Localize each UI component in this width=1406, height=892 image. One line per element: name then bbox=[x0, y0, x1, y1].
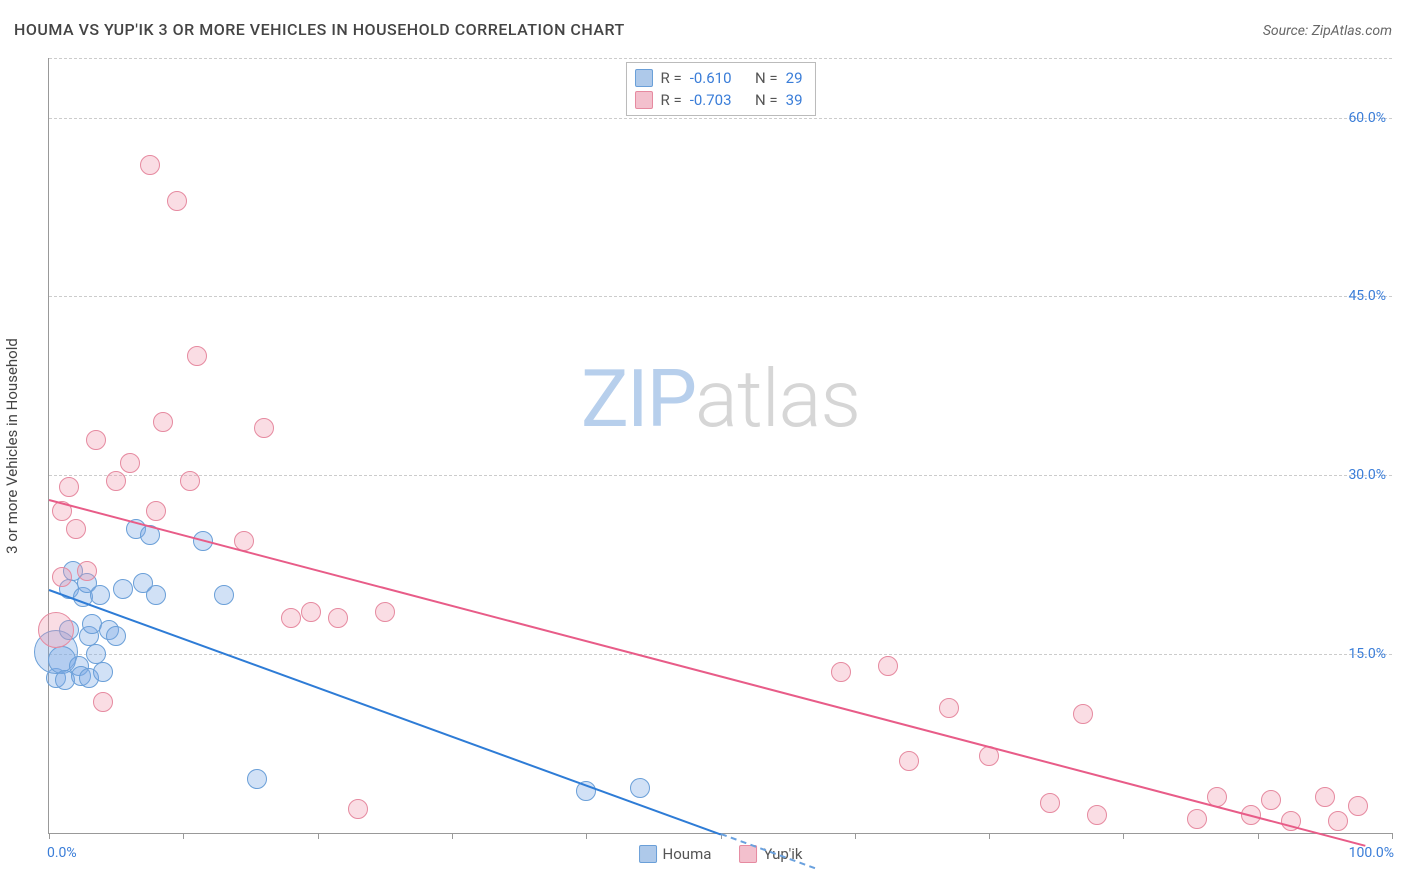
scatter-point bbox=[66, 519, 86, 539]
scatter-point bbox=[106, 471, 126, 491]
stats-row-houma: R = -0.610 N = 29 bbox=[634, 67, 802, 89]
y-tick-label: 15.0% bbox=[1348, 646, 1386, 662]
r-value-houma: -0.610 bbox=[690, 67, 732, 89]
stats-row-yupik: R = -0.703 N = 39 bbox=[634, 89, 802, 111]
scatter-point bbox=[77, 561, 97, 581]
x-tick bbox=[183, 833, 184, 839]
scatter-point bbox=[1328, 811, 1348, 831]
x-tick bbox=[989, 833, 990, 839]
scatter-point bbox=[187, 346, 207, 366]
scatter-point bbox=[52, 567, 72, 587]
scatter-point bbox=[375, 602, 395, 622]
scatter-point bbox=[348, 799, 368, 819]
scatter-point bbox=[93, 662, 113, 682]
scatter-point bbox=[113, 579, 133, 599]
legend-label-houma: Houma bbox=[663, 845, 712, 863]
trend-line bbox=[49, 499, 1366, 847]
trend-line bbox=[49, 589, 721, 835]
swatch-yupik bbox=[634, 91, 652, 109]
watermark-zip: ZIP bbox=[581, 352, 695, 446]
y-tick-label: 45.0% bbox=[1348, 288, 1386, 304]
scatter-point bbox=[146, 501, 166, 521]
r-value-yupik: -0.703 bbox=[690, 89, 732, 111]
y-tick-label: 60.0% bbox=[1348, 110, 1386, 126]
scatter-point bbox=[146, 585, 166, 605]
scatter-point bbox=[214, 585, 234, 605]
grid-line bbox=[49, 58, 1392, 59]
n-label: N = bbox=[755, 89, 778, 111]
scatter-point bbox=[153, 412, 173, 432]
y-tick-label: 30.0% bbox=[1348, 467, 1386, 483]
x-tick bbox=[586, 833, 587, 839]
r-label: R = bbox=[660, 89, 681, 111]
scatter-point bbox=[1187, 809, 1207, 829]
scatter-point bbox=[1040, 793, 1060, 813]
scatter-point bbox=[120, 453, 140, 473]
plot-region: ZIPatlas R = -0.610 N = 29 R = -0.703 N … bbox=[48, 58, 1392, 834]
watermark-atlas: atlas bbox=[695, 352, 860, 446]
swatch-yupik bbox=[739, 845, 757, 863]
n-value-houma: 29 bbox=[786, 67, 803, 89]
scatter-point bbox=[247, 769, 267, 789]
scatter-point bbox=[301, 602, 321, 622]
x-tick bbox=[1123, 833, 1124, 839]
scatter-point bbox=[281, 608, 301, 628]
stats-legend: R = -0.610 N = 29 R = -0.703 N = 39 bbox=[625, 62, 815, 116]
watermark: ZIPatlas bbox=[581, 352, 860, 446]
scatter-point bbox=[38, 612, 74, 648]
n-label: N = bbox=[755, 67, 778, 89]
scatter-point bbox=[831, 662, 851, 682]
scatter-point bbox=[93, 692, 113, 712]
n-value-yupik: 39 bbox=[786, 89, 803, 111]
x-tick-label-max: 100.0% bbox=[1349, 845, 1394, 861]
scatter-point bbox=[86, 430, 106, 450]
scatter-point bbox=[180, 471, 200, 491]
scatter-point bbox=[878, 656, 898, 676]
scatter-point bbox=[328, 608, 348, 628]
x-tick bbox=[1392, 833, 1393, 839]
scatter-point bbox=[1348, 796, 1368, 816]
scatter-point bbox=[1087, 805, 1107, 825]
grid-line bbox=[49, 296, 1392, 297]
r-label: R = bbox=[660, 67, 681, 89]
grid-line bbox=[49, 118, 1392, 119]
x-tick bbox=[1258, 833, 1259, 839]
x-tick bbox=[49, 833, 50, 839]
scatter-point bbox=[630, 778, 650, 798]
chart-title: HOUMA VS YUP'IK 3 OR MORE VEHICLES IN HO… bbox=[14, 20, 625, 39]
chart-area: 3 or more Vehicles in Household ZIPatlas… bbox=[48, 58, 1392, 834]
scatter-point bbox=[1315, 787, 1335, 807]
grid-line bbox=[49, 475, 1392, 476]
x-tick bbox=[855, 833, 856, 839]
x-tick bbox=[318, 833, 319, 839]
source-attribution: Source: ZipAtlas.com bbox=[1263, 23, 1392, 39]
grid-line bbox=[49, 654, 1392, 655]
x-tick bbox=[452, 833, 453, 839]
y-axis-label: 3 or more Vehicles in Household bbox=[3, 338, 21, 554]
scatter-point bbox=[1261, 790, 1281, 810]
scatter-point bbox=[939, 698, 959, 718]
swatch-houma bbox=[634, 69, 652, 87]
scatter-point bbox=[1073, 704, 1093, 724]
x-tick-label-min: 0.0% bbox=[47, 845, 77, 861]
scatter-point bbox=[254, 418, 274, 438]
legend-item-houma: Houma bbox=[639, 845, 712, 863]
swatch-houma bbox=[639, 845, 657, 863]
scatter-point bbox=[167, 191, 187, 211]
scatter-point bbox=[59, 477, 79, 497]
scatter-point bbox=[140, 155, 160, 175]
scatter-point bbox=[106, 626, 126, 646]
scatter-point bbox=[90, 585, 110, 605]
scatter-point bbox=[899, 751, 919, 771]
